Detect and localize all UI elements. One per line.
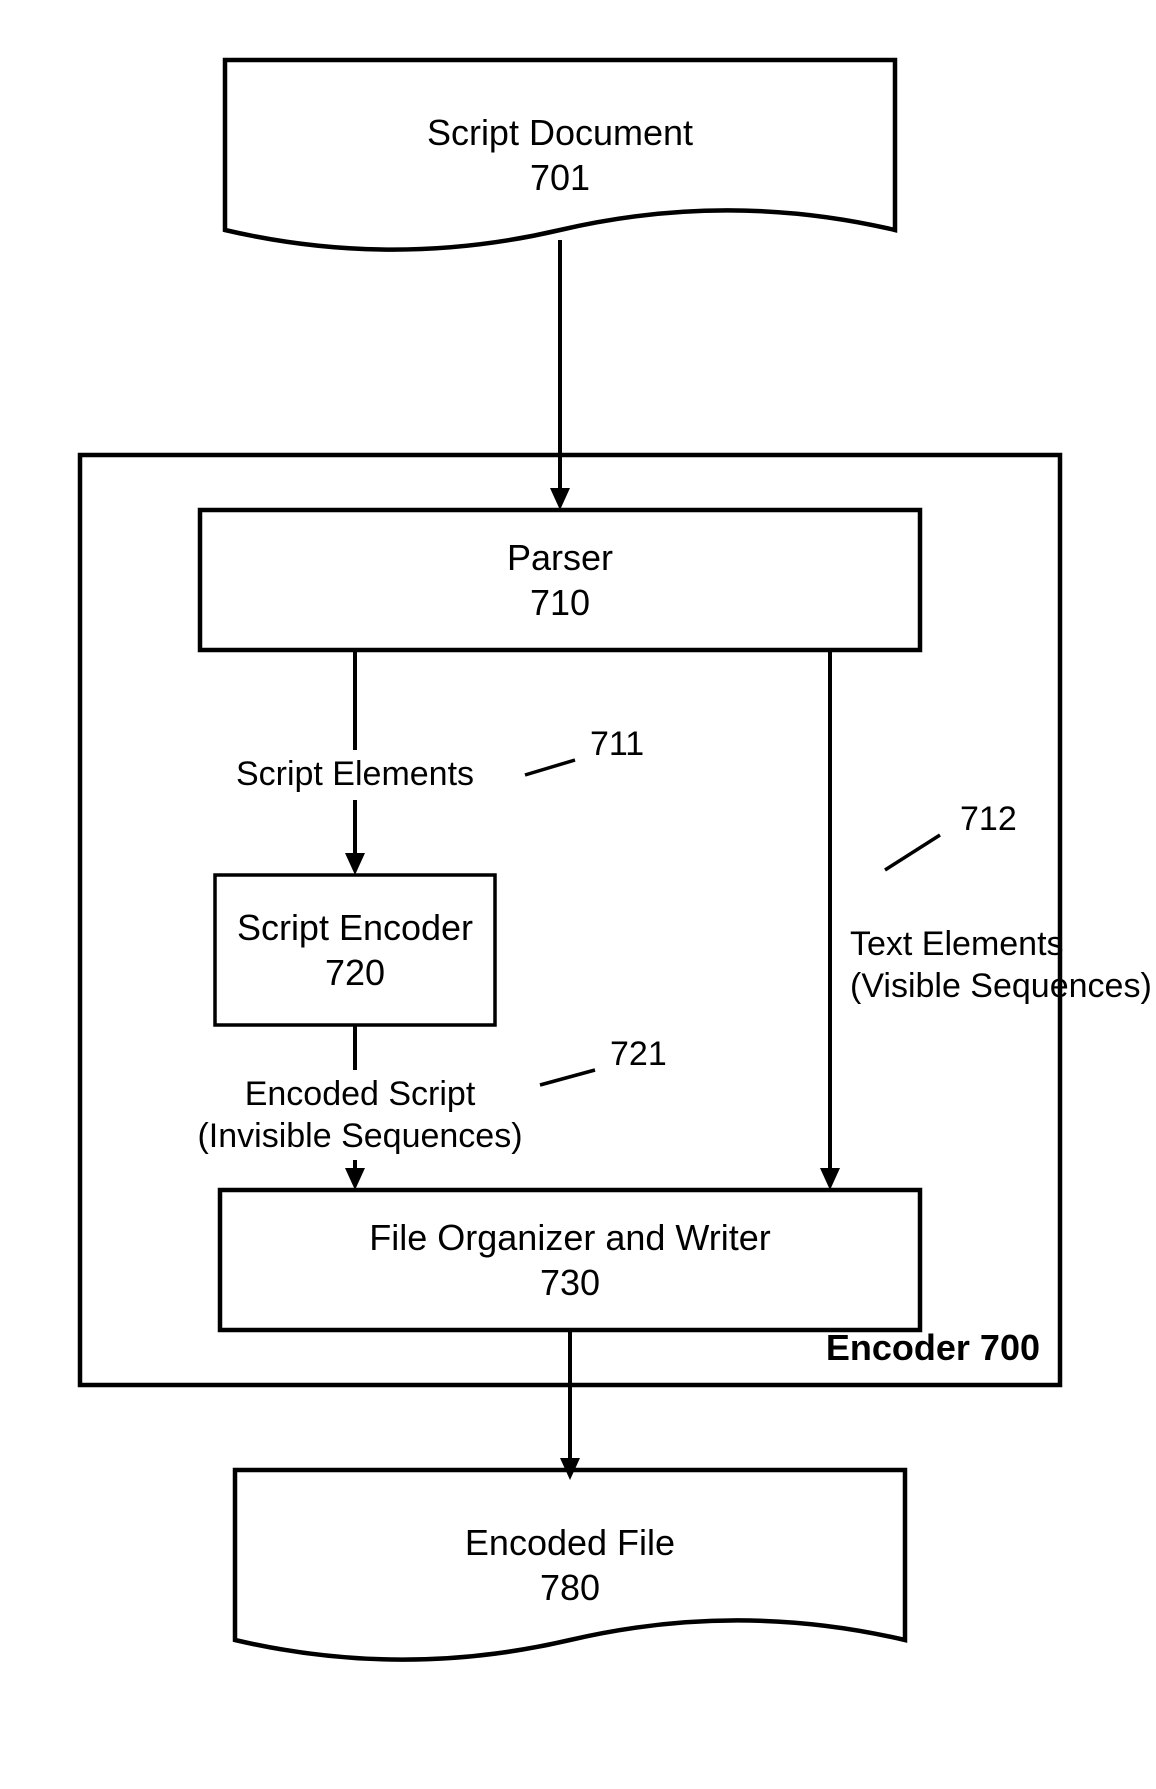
- svg-text:720: 720: [325, 952, 385, 993]
- svg-text:Text Elements: Text Elements: [850, 925, 1064, 963]
- svg-text:730: 730: [540, 1262, 600, 1303]
- svg-text:Parser: Parser: [507, 537, 613, 578]
- svg-text:Encoded File: Encoded File: [465, 1522, 675, 1563]
- svg-text:701: 701: [530, 157, 590, 198]
- svg-text:Script Elements: Script Elements: [236, 755, 474, 793]
- svg-text:721: 721: [610, 1035, 667, 1073]
- svg-text:780: 780: [540, 1567, 600, 1608]
- svg-text:(Visible Sequences): (Visible Sequences): [850, 967, 1152, 1005]
- svg-text:File Organizer and Writer: File Organizer and Writer: [369, 1217, 770, 1258]
- svg-text:Script Encoder: Script Encoder: [237, 907, 473, 948]
- svg-text:Encoded Script: Encoded Script: [245, 1075, 476, 1113]
- svg-text:Script Document: Script Document: [427, 112, 693, 153]
- container-label-svg: Encoder 700: [826, 1327, 1040, 1368]
- svg-text:710: 710: [530, 582, 590, 623]
- svg-text:712: 712: [960, 800, 1017, 838]
- svg-text:(Invisible Sequences): (Invisible Sequences): [197, 1117, 522, 1155]
- svg-text:711: 711: [590, 725, 644, 763]
